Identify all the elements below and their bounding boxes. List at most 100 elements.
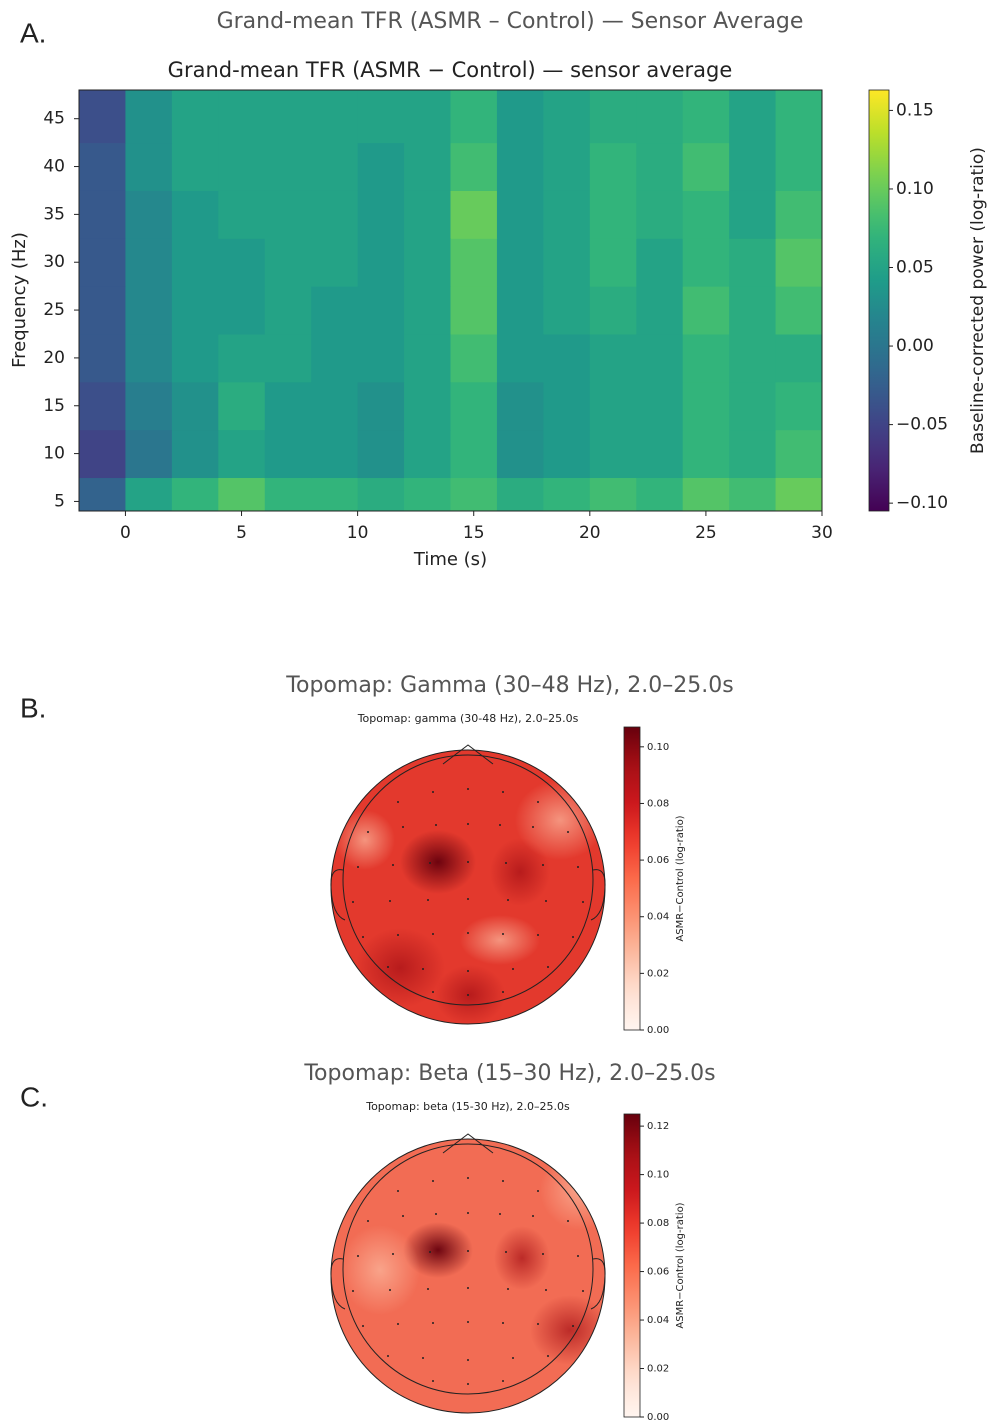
y-tick-label: 25: [43, 300, 65, 320]
heatmap-cell: [543, 190, 591, 239]
heatmap-cell: [218, 333, 266, 383]
heatmap-cell: [79, 381, 126, 431]
heatmap-cell: [589, 142, 637, 191]
colorbar-tick-label: 0.10: [647, 1170, 669, 1181]
x-tick-label: 10: [347, 523, 369, 543]
heatmap-cell: [311, 429, 359, 479]
heatmap-cell: [636, 381, 684, 431]
heatmap-cell: [218, 142, 266, 191]
sensor-dot: [467, 1321, 469, 1323]
heatmap-cell: [450, 142, 498, 191]
heatmap-cell: [264, 381, 312, 431]
sensor-dot: [432, 1322, 434, 1324]
plot-frame: [78, 89, 823, 512]
heatmap-cell: [682, 286, 730, 335]
sensor-dot: [545, 1289, 547, 1291]
heatmap-cell: [79, 477, 126, 511]
heatmap-cell: [636, 333, 684, 383]
sensor-dot: [502, 933, 504, 935]
sensor-dot: [397, 801, 399, 803]
sensor-dot: [542, 1253, 544, 1255]
sensor-dot: [567, 1220, 569, 1222]
sensor-dot: [537, 801, 539, 803]
sensor-dot: [429, 862, 431, 864]
heatmap-cell: [264, 333, 312, 383]
heatmap-cell: [496, 333, 544, 383]
colorbar-label: Baseline-corrected power (log-ratio): [968, 147, 987, 454]
heatmap-cell: [125, 190, 173, 239]
sensor-dot: [502, 991, 504, 993]
heatmap-cell: [79, 429, 126, 479]
heatmap-cell: [636, 286, 684, 335]
figure-title: Grand-mean TFR (ASMR – Control) — Sensor…: [217, 9, 804, 34]
sensor-dot: [402, 1215, 404, 1217]
sensor-dot: [582, 1290, 584, 1292]
panel-label: A.: [20, 17, 46, 48]
figure-title: Topomap: Beta (15–30 Hz), 2.0–25.0s: [303, 1061, 715, 1086]
heatmap-cell: [775, 142, 822, 191]
colorbar-tick-label: 0.00: [896, 336, 934, 356]
heatmap-cell: [357, 429, 405, 479]
heatmap-cell: [79, 90, 126, 144]
y-tick-label: 10: [43, 444, 65, 464]
sensor-dot: [422, 968, 424, 970]
sensor-dot: [547, 1355, 549, 1357]
heatmap-cell: [775, 333, 822, 383]
heatmap-cell: [543, 381, 591, 431]
heatmap-cell: [729, 477, 777, 511]
heatmap-cell: [79, 142, 126, 191]
heatmap-cell: [496, 142, 544, 191]
heatmap-cell: [125, 90, 173, 144]
heatmap-cell: [636, 190, 684, 239]
colorbar: [623, 726, 641, 1031]
y-tick-label: 35: [43, 204, 65, 224]
heatmap-cell: [311, 238, 359, 287]
heatmap-cell: [404, 286, 451, 335]
sensor-dot: [467, 1383, 469, 1385]
heatmap-cell: [171, 429, 219, 479]
sensor-dot: [505, 862, 507, 864]
heatmap-cell: [450, 333, 498, 383]
y-tick-label: 30: [43, 252, 65, 272]
colorbar-tick-label: 0.08: [647, 1218, 669, 1229]
x-tick-label: 0: [120, 523, 131, 543]
sensor-dot: [467, 932, 469, 934]
heatmap-cell: [218, 429, 266, 479]
heatmap-cell: [543, 90, 591, 144]
sensor-dot: [387, 966, 389, 968]
sensor-dot: [397, 934, 399, 936]
y-tick-label: 45: [43, 109, 65, 129]
sensor-dot: [352, 901, 354, 903]
heatmap-cell: [264, 190, 312, 239]
sensor-dot: [467, 1212, 469, 1214]
heatmap-cell: [543, 286, 591, 335]
heatmap-cell: [218, 90, 266, 144]
colorbar: [868, 89, 890, 512]
heatmap-cell: [79, 333, 126, 383]
heatmap-cell: [682, 190, 730, 239]
heatmap-cell: [357, 238, 405, 287]
sensor-dot: [435, 1213, 437, 1215]
chart-title: Topomap: gamma (30-48 Hz), 2.0–25.0s: [357, 712, 579, 725]
heatmap-cell: [775, 90, 822, 144]
sensor-dot: [502, 1180, 504, 1182]
heatmap-cell: [264, 477, 312, 511]
sensor-dot: [397, 1323, 399, 1325]
heatmap-cell: [450, 90, 498, 144]
heatmap-cell: [775, 381, 822, 431]
sensor-dot: [389, 1289, 391, 1291]
sensor-dot: [429, 1251, 431, 1253]
sensor-dot: [432, 1380, 434, 1382]
colorbar: [623, 1113, 641, 1418]
heatmap-cell: [79, 238, 126, 287]
heatmap-cell: [357, 286, 405, 335]
heatmap-cell: [682, 142, 730, 191]
heatmap-cell: [125, 286, 173, 335]
heatmap-cells: [79, 90, 822, 511]
heatmap-cell: [311, 190, 359, 239]
sensor-dot: [499, 824, 501, 826]
x-tick-label: 30: [811, 523, 833, 543]
colorbar-tick-label: 0.12: [647, 1121, 669, 1132]
sensor-dot: [467, 1359, 469, 1361]
heatmap-cell: [404, 142, 451, 191]
